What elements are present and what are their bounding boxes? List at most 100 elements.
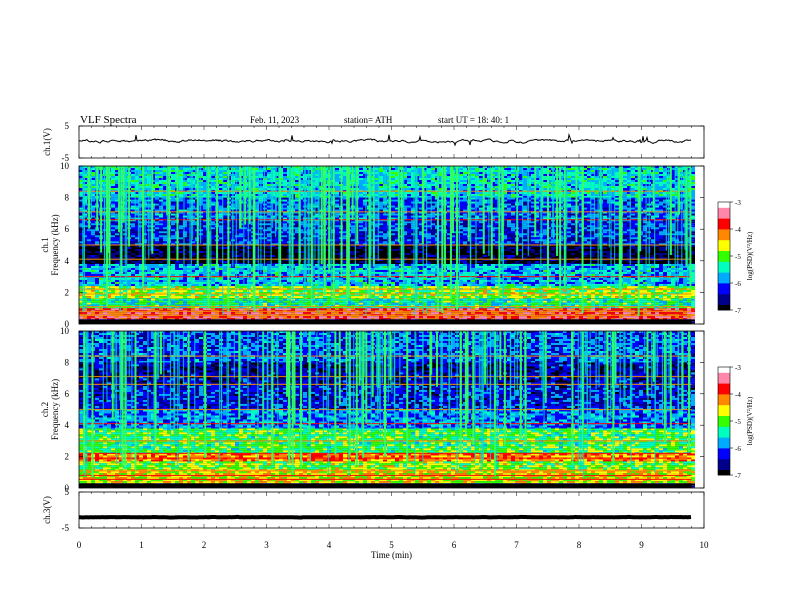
- sferic-spike: [459, 166, 460, 305]
- sferic-spike: [678, 166, 680, 215]
- sferic-spike: [504, 331, 506, 445]
- x-tick-label: 2: [202, 540, 207, 550]
- sferic-spike: [240, 331, 241, 382]
- sferic-spike: [654, 166, 655, 310]
- sferic-spike: [257, 331, 258, 462]
- sferic-spike: [452, 166, 454, 233]
- sferic-spike: [206, 166, 207, 230]
- sferic-spike: [157, 331, 158, 380]
- sferic-spike: [310, 331, 311, 424]
- x-axis-label: Time (min): [371, 550, 412, 560]
- narrowband-line: [79, 289, 692, 290]
- sferic-spike: [294, 331, 296, 424]
- sferic-spike: [601, 166, 602, 277]
- sferic-spike: [106, 166, 108, 307]
- x-tick-label: 7: [514, 540, 519, 550]
- x-tick-label: 5: [389, 540, 394, 550]
- sferic-spike: [514, 331, 515, 399]
- sferic-spike: [247, 331, 248, 415]
- sferic-spike: [131, 331, 132, 462]
- sferic-spike: [556, 166, 558, 256]
- sferic-spike: [545, 331, 547, 403]
- sferic-spike: [630, 166, 631, 265]
- sferic-spike: [502, 166, 504, 241]
- sferic-spike: [129, 331, 130, 377]
- sferic-spike: [541, 331, 542, 391]
- baseline-strip: [79, 484, 692, 488]
- colorbar-tick-label: -5: [735, 253, 741, 261]
- sferic-spike: [483, 331, 484, 460]
- sferic-spike: [614, 331, 615, 408]
- sferic-spike: [238, 331, 240, 419]
- sferic-spike: [670, 166, 672, 255]
- sferic-spike: [482, 331, 483, 467]
- sferic-spike: [380, 331, 381, 437]
- station-label: station= ATH: [344, 115, 393, 125]
- sferic-spike: [216, 166, 218, 272]
- sferic-spike: [437, 166, 438, 292]
- panel-frame: [79, 126, 704, 158]
- sferic-spike: [142, 166, 144, 287]
- y-tick-label: 5: [65, 121, 70, 131]
- sferic-spike: [630, 331, 631, 464]
- sferic-spike: [388, 166, 389, 294]
- sferic-spike: [232, 166, 233, 267]
- sferic-spike: [604, 331, 605, 414]
- sferic-spike: [123, 166, 125, 223]
- sferic-spike: [87, 331, 88, 419]
- y-tick-label: 5: [65, 487, 70, 497]
- spectral-band: [79, 245, 695, 264]
- sferic-spike: [517, 331, 518, 395]
- sferic-spike: [326, 331, 327, 420]
- y-tick-label: 6: [65, 224, 70, 234]
- colorbar-tick-label: -3: [735, 199, 741, 207]
- sferic-spike: [286, 331, 288, 397]
- y-axis-label: ch.2: [40, 402, 50, 417]
- sferic-spike: [571, 331, 573, 465]
- sferic-spike: [148, 166, 149, 258]
- sferic-spike: [356, 331, 358, 465]
- sferic-spike: [414, 331, 415, 474]
- sferic-spike: [460, 331, 462, 454]
- sferic-spike: [271, 166, 272, 300]
- sferic-spike: [614, 166, 615, 287]
- colorbar-tick-label: -3: [735, 364, 741, 372]
- sferic-spike: [498, 166, 500, 298]
- sferic-spike: [429, 331, 431, 414]
- sferic-spike: [331, 166, 332, 306]
- sferic-spike: [324, 166, 326, 295]
- sferic-spike: [204, 331, 206, 458]
- sferic-spike: [610, 331, 611, 417]
- sferic-spike: [329, 331, 330, 376]
- sferic-spike: [483, 166, 485, 254]
- sferic-spike: [394, 331, 395, 451]
- sferic-spike: [382, 331, 383, 383]
- sferic-spike: [528, 166, 529, 256]
- sferic-spike: [598, 166, 599, 272]
- sferic-spike: [300, 331, 301, 371]
- sferic-spike: [189, 166, 190, 259]
- sferic-spike: [401, 166, 403, 280]
- sferic-spike: [456, 166, 458, 310]
- y-tick-label: 4: [65, 256, 70, 266]
- sferic-spike: [314, 166, 315, 260]
- sferic-spike: [279, 166, 281, 288]
- sferic-spike: [609, 166, 610, 247]
- sferic-spike: [543, 331, 544, 410]
- sferic-spike: [654, 331, 655, 473]
- sferic-spike: [228, 331, 229, 421]
- sferic-spike: [126, 166, 127, 306]
- spectral-band: [79, 362, 695, 386]
- sferic-spike: [675, 166, 676, 295]
- sferic-spike: [666, 331, 667, 428]
- sferic-spike: [475, 166, 476, 300]
- sferic-spike: [600, 166, 601, 274]
- spectral-band: [79, 308, 695, 319]
- sferic-spike: [368, 166, 370, 299]
- sferic-spike: [575, 166, 577, 242]
- sferic-spike: [644, 331, 645, 373]
- sferic-spike: [624, 331, 625, 408]
- spectral-band: [79, 386, 695, 410]
- sferic-spike: [278, 166, 279, 278]
- narrowband-line: [79, 293, 692, 294]
